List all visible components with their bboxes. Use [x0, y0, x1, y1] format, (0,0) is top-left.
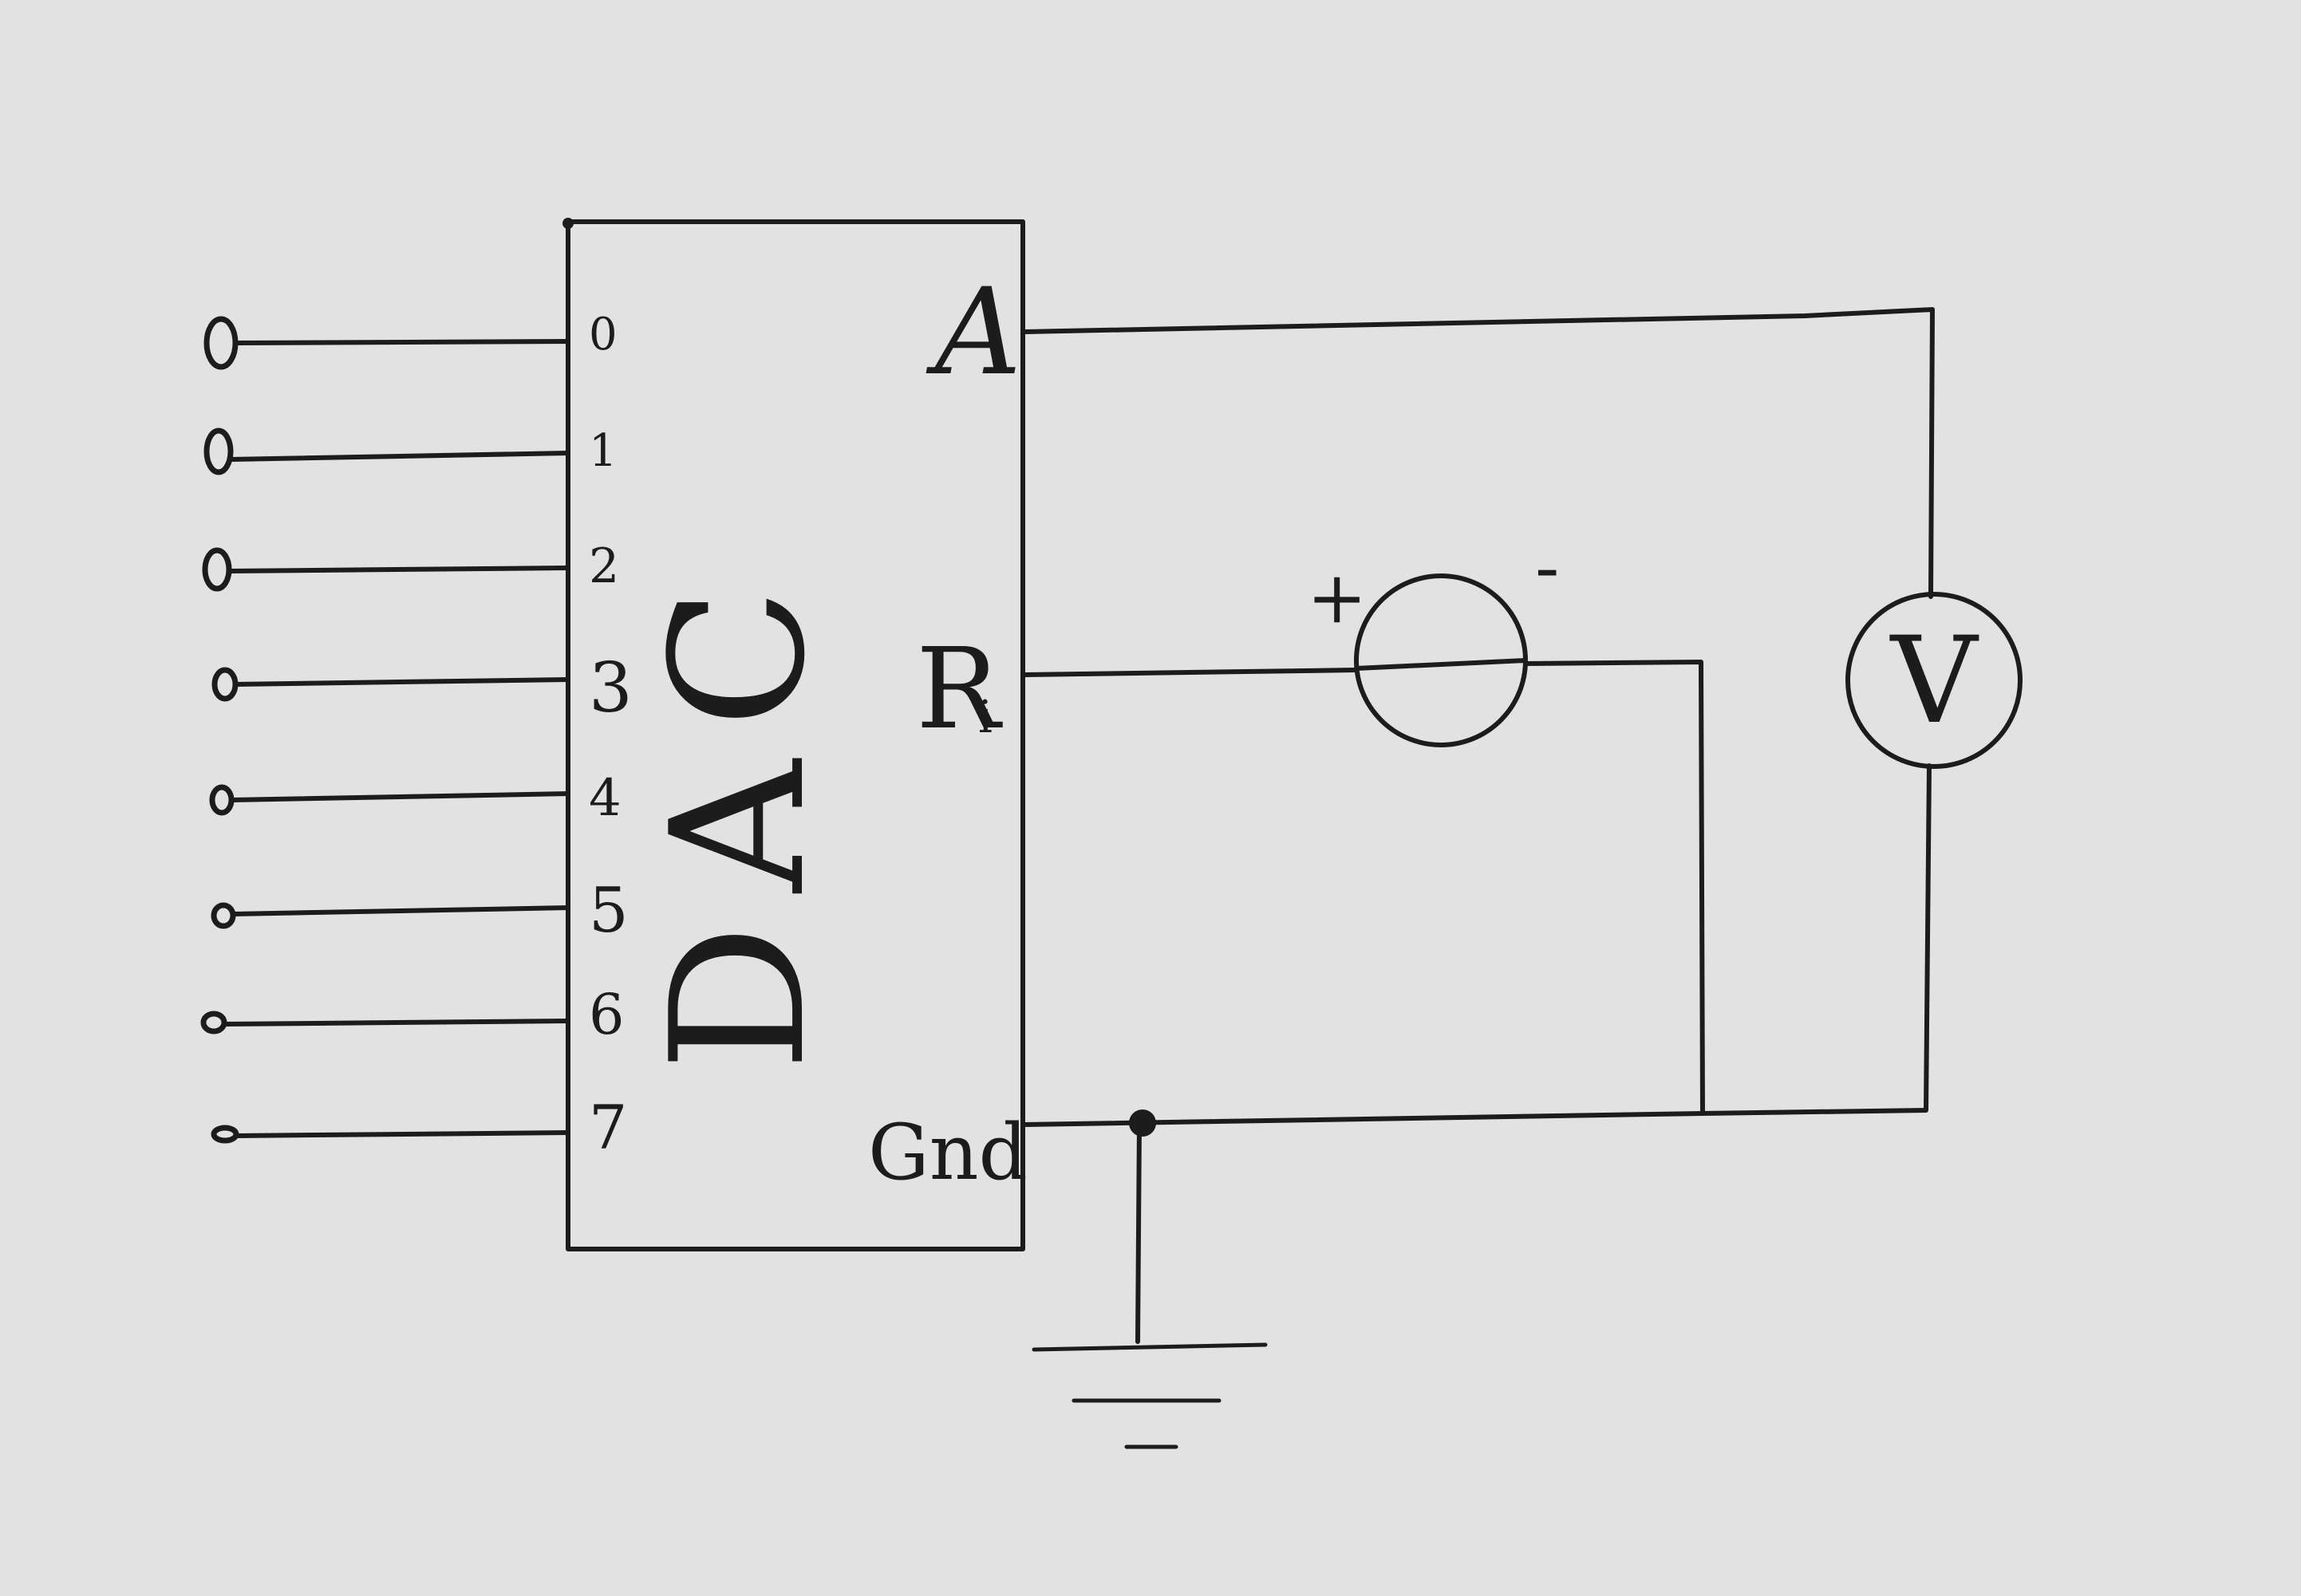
input-terminal-7 — [211, 1125, 239, 1144]
input-label-5: 5 — [589, 875, 629, 947]
voltage-source-line — [1354, 658, 1528, 671]
voltmeter-return-wire — [1699, 763, 1932, 1116]
output-label-a: A — [926, 263, 1021, 402]
voltmeter-label: V — [1889, 612, 1979, 751]
input-line-0: 0 — [203, 309, 618, 370]
ground-circuit — [1022, 1109, 1705, 1449]
input-wire-7 — [234, 1130, 570, 1138]
output-label-ri-subscript: i — [978, 692, 993, 743]
gnd-junction-dot — [1129, 1109, 1156, 1137]
input-terminal-6 — [200, 1011, 227, 1034]
input-line-2: 2 — [202, 538, 619, 594]
source-minus-label: - — [1535, 526, 1559, 609]
a-to-voltmeter-wire — [1022, 307, 1935, 599]
ri-circuit: + - — [1022, 526, 1705, 1116]
input-line-4: 4 — [209, 769, 622, 828]
input-wire-1 — [228, 451, 570, 462]
input-wire-6 — [222, 1019, 570, 1027]
input-line-6: 6 — [200, 982, 625, 1047]
input-label-1: 1 — [589, 425, 618, 477]
output-label-gnd: Gnd — [868, 1108, 1028, 1197]
input-label-6: 6 — [589, 982, 625, 1047]
input-wire-5 — [231, 905, 570, 916]
input-terminal-4 — [209, 784, 235, 816]
input-terminal-0 — [203, 316, 239, 370]
a-output-wire — [1022, 307, 1935, 599]
input-terminal-1 — [203, 428, 234, 475]
input-wire-2 — [227, 565, 570, 573]
gnd-bus-wire — [1022, 1111, 1705, 1127]
source-plus-label: + — [1307, 556, 1367, 640]
input-label-7: 7 — [589, 1092, 627, 1163]
input-label-0: 0 — [589, 309, 618, 361]
input-terminal-3 — [211, 667, 239, 702]
voltmeter: V — [1699, 592, 2023, 1116]
dac-corner-dot — [562, 218, 574, 229]
input-label-4: 4 — [589, 769, 622, 828]
dac-label: DAC — [633, 556, 846, 1071]
output-label-ri: R — [916, 625, 1003, 755]
output-labels: A R i Gnd — [868, 263, 1028, 1197]
source-to-ground-wire — [1523, 660, 1705, 1116]
input-wire-0 — [233, 339, 570, 345]
input-line-3: 3 — [211, 648, 633, 728]
ri-to-source-wire — [1022, 668, 1359, 677]
dac-box — [566, 219, 1025, 1251]
voltmeter-circle — [1845, 592, 2023, 769]
input-line-5: 5 — [211, 875, 629, 947]
input-terminals: 0 1 2 3 4 5 6 — [200, 309, 633, 1163]
input-terminal-2 — [202, 547, 232, 592]
ground-stem — [1135, 1121, 1142, 1344]
input-line-1: 1 — [203, 425, 618, 477]
input-wire-3 — [233, 677, 570, 687]
input-label-2: 2 — [589, 538, 619, 594]
input-terminal-5 — [211, 902, 236, 929]
input-wire-4 — [229, 791, 570, 802]
ground-bar-1 — [1032, 1342, 1268, 1352]
input-line-7: 7 — [211, 1092, 627, 1163]
input-label-3: 3 — [589, 648, 633, 728]
dac-block: DAC — [562, 218, 1025, 1251]
